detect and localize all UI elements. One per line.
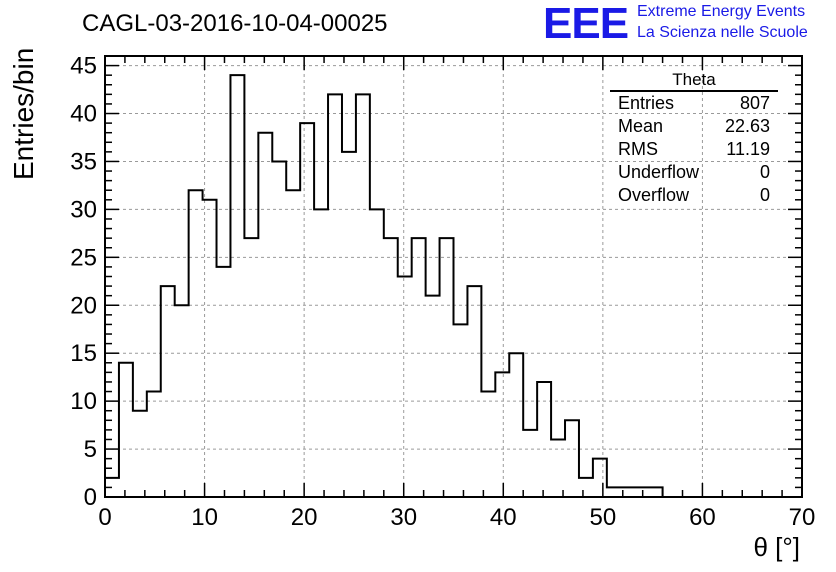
histogram-bin (454, 324, 468, 497)
stats-value: 0 (759, 185, 770, 205)
histogram-bin (565, 420, 579, 497)
x-tick-label: 50 (590, 504, 617, 531)
histogram-bin (119, 363, 133, 497)
histogram-bin (537, 382, 551, 497)
histogram-bin (328, 94, 342, 497)
histogram-bin (133, 411, 147, 497)
stats-label: Overflow (618, 185, 690, 205)
histogram-bin (509, 353, 523, 497)
histogram-bin (175, 305, 189, 497)
y-tick-labels: 0 5 10 15 20 25 30 35 40 45 (70, 53, 97, 511)
stats-value: 0 (759, 162, 770, 182)
histogram-bin (412, 238, 426, 497)
histogram-bin (161, 286, 175, 497)
histogram-outline (104, 74, 664, 497)
logo-line-2: La Scienza nelle Scuole (637, 24, 808, 41)
stats-row: Overflow 0 (610, 184, 778, 207)
y-tick-label: 40 (70, 101, 97, 128)
histogram-bin (370, 209, 384, 497)
histogram-series (104, 74, 664, 498)
x-tick-label: 40 (490, 504, 517, 531)
stats-value: 22.63 (724, 116, 770, 136)
x-tick-label: 60 (689, 504, 716, 531)
histogram-bin (467, 286, 481, 497)
histogram-bin (356, 94, 370, 497)
x-axis-label: θ [°] (753, 532, 800, 562)
histogram-bin (384, 238, 398, 497)
histogram-bin (203, 200, 217, 497)
stats-label: Entries (618, 93, 675, 113)
y-tick-label: 25 (70, 244, 97, 271)
histogram-bin (314, 209, 328, 497)
y-tick-label: 15 (70, 340, 97, 367)
histogram-bin (440, 238, 454, 497)
stats-row: Mean 22.63 (610, 115, 778, 138)
histogram-bin (426, 296, 440, 497)
logo-line-1: Extreme Energy Events (637, 3, 806, 20)
y-tick-label: 20 (70, 292, 97, 319)
stats-title: Theta (610, 70, 778, 92)
histogram-bin (523, 430, 537, 497)
histogram-bin (230, 75, 244, 497)
histogram-bin (495, 372, 509, 497)
histogram-bin (342, 152, 356, 497)
stats-label: RMS (618, 139, 658, 159)
stats-row: RMS 11.19 (610, 138, 778, 161)
chart-title: CAGL-03-2016-10-04-00025 (82, 10, 388, 37)
histogram-bin (579, 478, 593, 497)
histogram-bin (258, 133, 272, 497)
x-tick-label: 70 (789, 504, 816, 531)
histogram-bin (300, 123, 314, 497)
y-tick-label: 5 (84, 436, 97, 463)
y-tick-label: 30 (70, 196, 97, 223)
stats-row: Entries 807 (610, 92, 778, 115)
stats-box: Theta Entries 807 Mean 22.63 RMS 11.19 Unde… (610, 70, 778, 207)
axis-ticks (104, 55, 803, 498)
histogram-bin (286, 190, 300, 497)
histogram-bin (244, 238, 258, 497)
histogram-bin (649, 487, 663, 497)
x-tick-label: 0 (98, 504, 111, 531)
x-tick-label: 30 (390, 504, 417, 531)
y-tick-label: 35 (70, 148, 97, 175)
grid-lines (105, 56, 802, 497)
histogram-bin (481, 392, 495, 497)
histogram-bin (551, 439, 565, 497)
stats-value: 11.19 (726, 139, 770, 159)
histogram-bin (189, 190, 203, 497)
histogram-bin (398, 277, 412, 498)
y-tick-label: 10 (70, 388, 97, 415)
histogram-bin (217, 267, 231, 497)
y-tick-label: 0 (84, 484, 97, 511)
x-tick-labels: 0 10 20 30 40 50 60 70 (98, 504, 815, 531)
histogram-bin (147, 392, 161, 497)
histogram-bin (635, 487, 649, 497)
stats-value: 807 (739, 93, 770, 113)
y-tick-label: 45 (70, 53, 97, 80)
stats-label: Mean (618, 116, 664, 136)
eee-logo: EEE (543, 0, 629, 48)
histogram-bin (593, 459, 607, 497)
y-axis-label: Entries/bin (8, 47, 39, 180)
stats-label: Underflow (618, 162, 700, 182)
x-tick-label: 10 (191, 504, 218, 531)
stats-row: Underflow 0 (610, 161, 778, 184)
histogram-bin (272, 161, 286, 497)
histogram-bin (607, 487, 621, 497)
x-tick-label: 20 (291, 504, 318, 531)
